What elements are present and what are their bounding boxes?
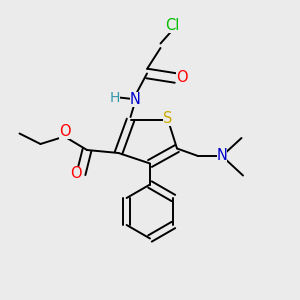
- Text: N: N: [217, 148, 227, 164]
- Text: S: S: [163, 111, 173, 126]
- Text: O: O: [70, 167, 81, 182]
- Text: O: O: [176, 70, 188, 86]
- Text: Cl: Cl: [165, 18, 180, 33]
- Text: H: H: [110, 91, 120, 104]
- Text: N: N: [130, 92, 140, 106]
- Text: O: O: [59, 124, 70, 139]
